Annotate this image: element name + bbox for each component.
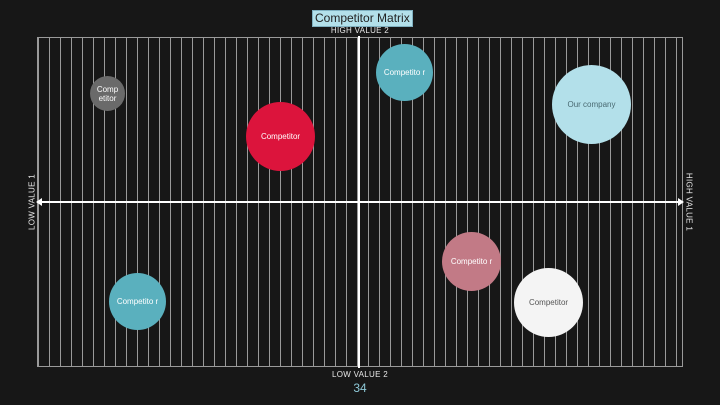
page-number: 34 [353,381,367,395]
competitor-bubble-rose: Competito r [442,232,501,291]
axis-label-top: HIGH VALUE 2 [330,26,390,35]
axis-label-bottom: LOW VALUE 2 [331,370,389,379]
competitor-bubble-white: Competitor [514,268,583,337]
competitor-bubble-gray: Comp etitor [90,76,125,111]
horizontal-axis [36,198,684,206]
competitor-bubble-red: Competitor [246,102,315,171]
competitor-bubble-teal-top: Competito r [376,44,433,101]
our-company-bubble: Our company [552,65,631,144]
axis-label-left: LOW VALUE 1 [27,173,37,231]
slide-title: Competitor Matrix [312,10,413,27]
axis-label-right: HIGH VALUE 1 [684,172,694,232]
vertical-axis [358,36,360,368]
competitor-bubble-teal-bottom: Competito r [109,273,166,330]
